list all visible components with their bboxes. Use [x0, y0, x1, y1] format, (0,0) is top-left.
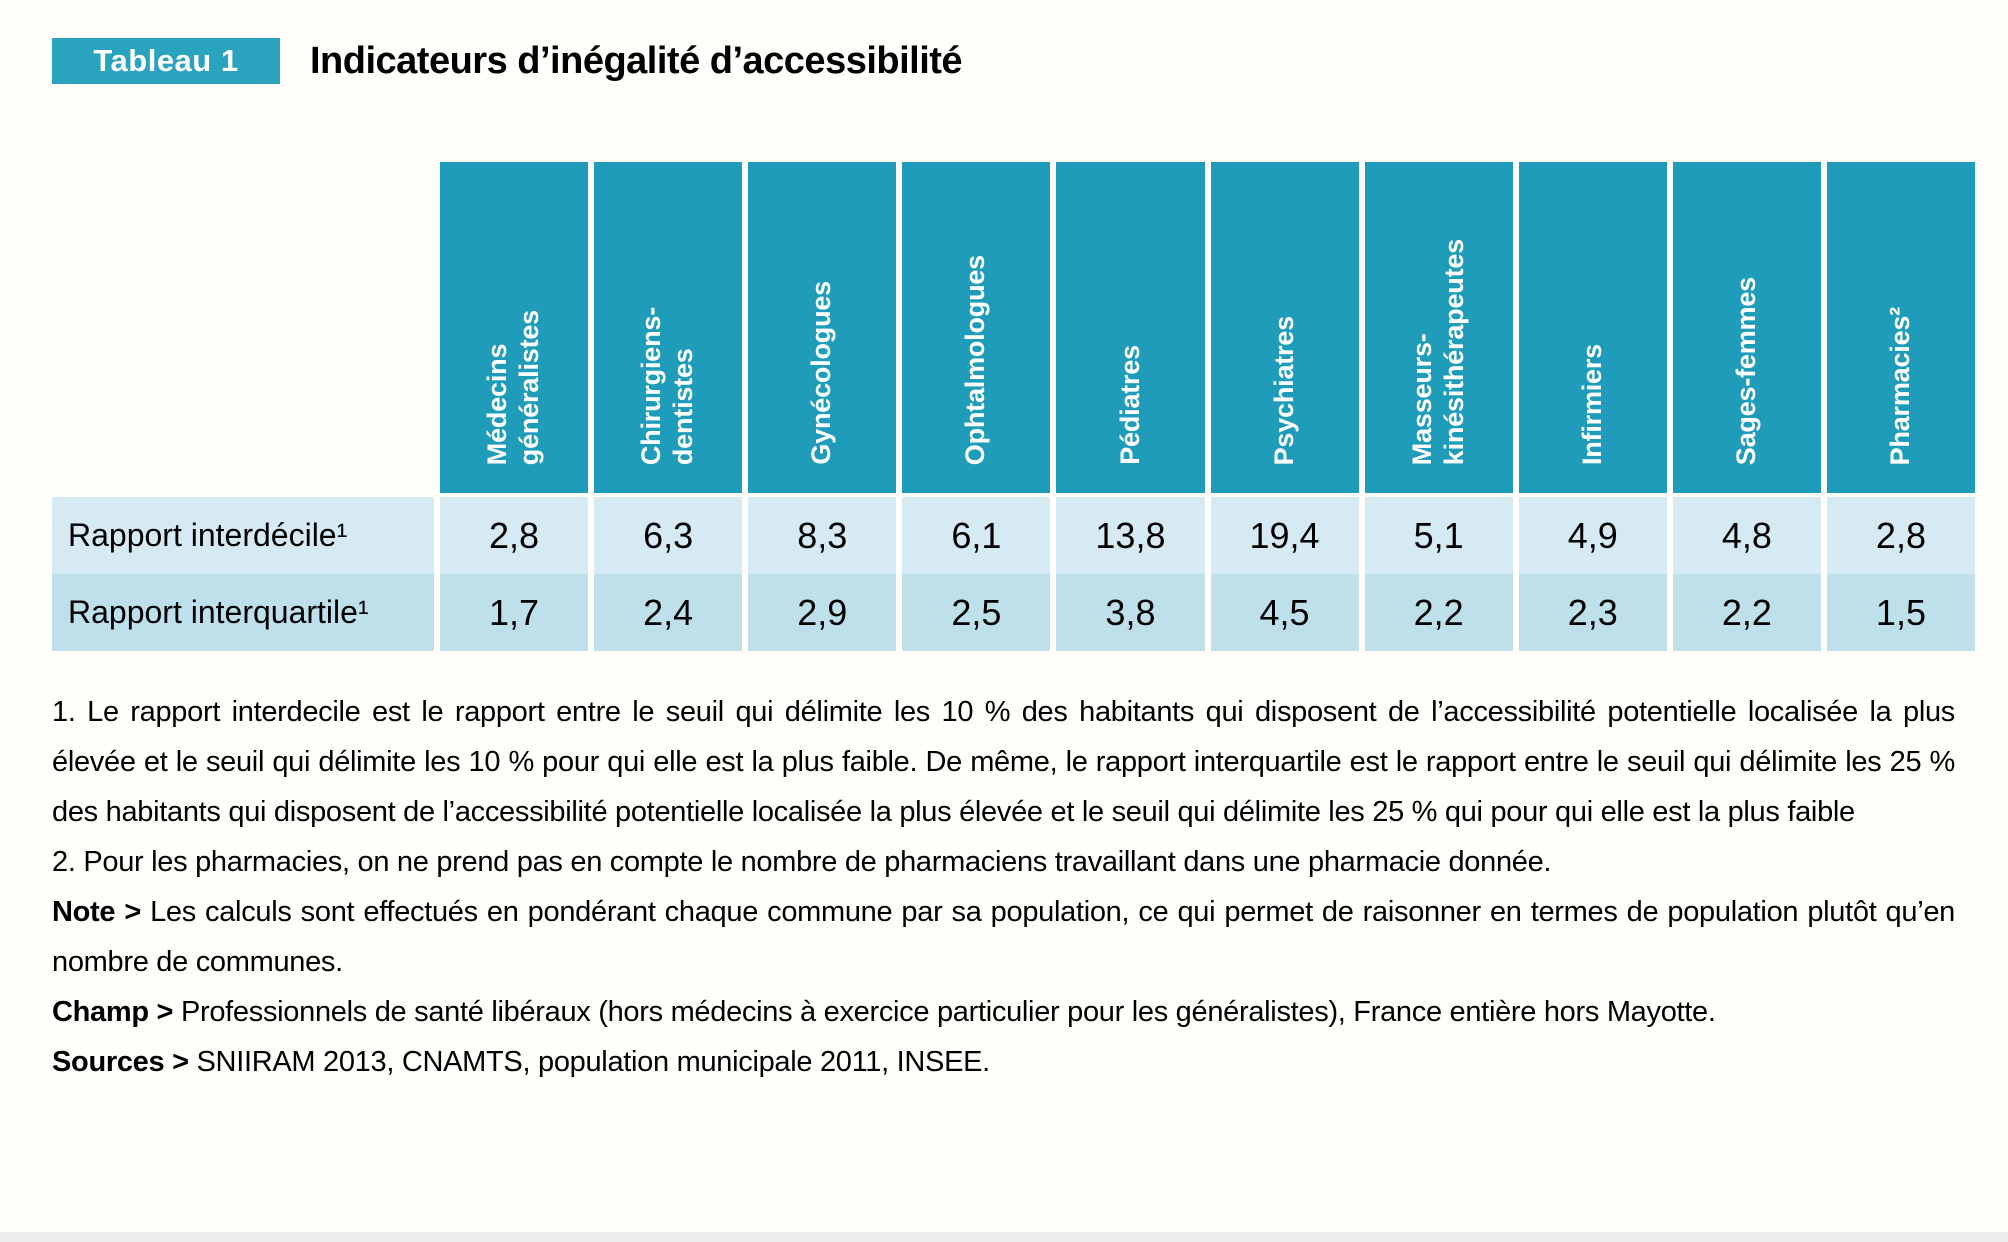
- column-header-label: Gynécologues: [806, 281, 837, 465]
- column-header-sages-femmes: Sages-femmes: [1672, 162, 1821, 497]
- table-cell: 2,8: [1826, 497, 1975, 574]
- footnote-text: 1. Le rapport interdecile est le rapport…: [52, 696, 1955, 828]
- champ-line: Champ > Professionnels de santé libéraux…: [52, 987, 1955, 1037]
- table-cell: 4,5: [1210, 574, 1359, 651]
- footnotes-section: 1. Le rapport interdecile est le rapport…: [52, 687, 1955, 1087]
- table-cell: 2,2: [1364, 574, 1513, 651]
- table-cell: 1,7: [440, 574, 589, 651]
- column-header-ophtalmologues: Ophtalmologues: [902, 162, 1051, 497]
- table-title: Indicateurs d’inégalité d’accessibilité: [310, 39, 963, 82]
- footnote-2: 2. Pour les pharmacies, on ne prend pas …: [52, 837, 1955, 887]
- data-table: Médecins généralistes Chirurgiens- denti…: [52, 162, 1975, 651]
- table-cell: 2,4: [594, 574, 743, 651]
- table-cell: 6,1: [902, 497, 1051, 574]
- table-corner-cell: [52, 162, 434, 497]
- row-label-interdecile: Rapport interdécile¹: [52, 497, 434, 574]
- column-header-infirmiers: Infirmiers: [1518, 162, 1667, 497]
- table-cell: 1,5: [1826, 574, 1975, 651]
- column-header-label: Ophtalmologues: [960, 254, 991, 465]
- column-header-pediatres: Pédiatres: [1056, 162, 1205, 497]
- column-header-label: Sages-femmes: [1730, 276, 1761, 465]
- footnote-1: 1. Le rapport interdecile est le rapport…: [52, 687, 1955, 837]
- table-cell: 6,3: [594, 497, 743, 574]
- champ-lead: Champ >: [52, 996, 174, 1028]
- champ-text: Professionnels de santé libéraux (hors m…: [173, 996, 1716, 1028]
- column-header-label: Psychiatres: [1268, 315, 1299, 465]
- table-cell: 8,3: [748, 497, 897, 574]
- table-cell: 4,9: [1518, 497, 1667, 574]
- sources-text: SNIIRAM 2013, CNAMTS, population municip…: [188, 1046, 991, 1078]
- table-cell: 13,8: [1056, 497, 1205, 574]
- table-cell: 19,4: [1210, 497, 1359, 574]
- column-header-chirurgiens-dentistes: Chirurgiens- dentistes: [594, 162, 743, 497]
- document-page: Tableau 1 Indicateurs d’inégalité d’acce…: [52, 38, 2008, 1087]
- column-header-label: Infirmiers: [1576, 343, 1607, 465]
- sources-line: Sources > SNIIRAM 2013, CNAMTS, populati…: [52, 1037, 1955, 1087]
- table-cell: 4,8: [1672, 497, 1821, 574]
- page-bottom-edge: [0, 1232, 2008, 1242]
- table-tag-badge: Tableau 1: [52, 38, 280, 84]
- sources-lead: Sources >: [52, 1046, 189, 1078]
- note-line: Note > Les calculs sont effectués en pon…: [52, 887, 1955, 987]
- table-cell: 5,1: [1364, 497, 1513, 574]
- column-header-label: Chirurgiens- dentistes: [636, 306, 699, 465]
- column-header-medecins-generalistes: Médecins généralistes: [440, 162, 589, 497]
- table-cell: 2,9: [748, 574, 897, 651]
- column-header-pharmacies: Pharmacies²: [1826, 162, 1975, 497]
- note-text: Les calculs sont effectués en pondérant …: [52, 896, 1956, 978]
- column-header-gynecologues: Gynécologues: [748, 162, 897, 497]
- table-cell: 2,8: [440, 497, 589, 574]
- column-header-psychiatres: Psychiatres: [1210, 162, 1359, 497]
- table-cell: 2,3: [1518, 574, 1667, 651]
- column-header-label: Pédiatres: [1114, 345, 1145, 465]
- note-lead: Note >: [52, 896, 141, 928]
- table-cell: 3,8: [1056, 574, 1205, 651]
- table-title-row: Tableau 1 Indicateurs d’inégalité d’acce…: [52, 38, 2008, 84]
- footnote-text: 2. Pour les pharmacies, on ne prend pas …: [52, 846, 1552, 878]
- column-header-label: Masseurs- kinésithérapeutes: [1406, 238, 1469, 465]
- table-cell: 2,5: [902, 574, 1051, 651]
- column-header-label: Pharmacies²: [1885, 306, 1916, 465]
- column-header-label: Médecins généralistes: [482, 309, 545, 465]
- table-cell: 2,2: [1672, 574, 1821, 651]
- row-label-interquartile: Rapport interquartile¹: [52, 574, 434, 651]
- column-header-masseurs-kinesitherapeutes: Masseurs- kinésithérapeutes: [1364, 162, 1513, 497]
